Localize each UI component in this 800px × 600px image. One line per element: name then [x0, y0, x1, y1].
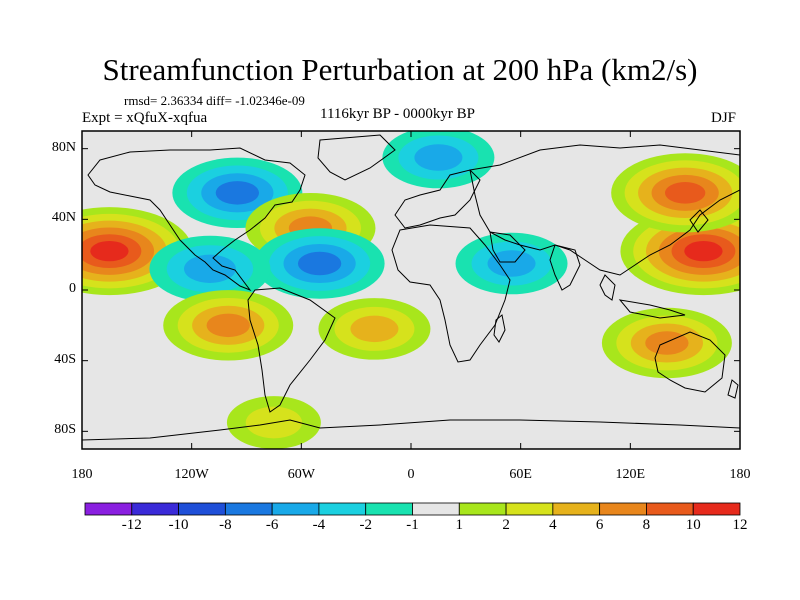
contour-level — [90, 240, 129, 262]
lon-label: 60W — [287, 467, 315, 482]
period-label: 1116kyr BP - 0000kyr BP — [320, 106, 476, 122]
colorbar-label: 4 — [549, 517, 557, 533]
colorbar-label: -2 — [359, 517, 372, 533]
anomaly-e-asia-high — [611, 153, 740, 233]
experiment-label: Expt = xQfuX-xqfua — [82, 110, 208, 126]
contour-level — [184, 254, 236, 283]
contour-level — [664, 182, 706, 204]
lat-label: 40S — [54, 351, 76, 367]
contour-level — [414, 144, 463, 171]
coast-arabia — [489, 231, 526, 263]
stats-text: rmsd= 2.36334 diff= -1.02346e-09 — [124, 93, 305, 108]
colorbar-swatch — [458, 502, 507, 516]
colorbar-swatch — [224, 502, 273, 516]
anomaly-field — [82, 131, 740, 449]
lon-tick-marks — [81, 131, 741, 449]
season-label: DJF — [711, 110, 737, 126]
anomaly-c-pacific-low — [149, 235, 271, 302]
colorbar-swatch — [365, 502, 413, 516]
anomaly-w-pacific-high — [620, 207, 740, 296]
colorbar-label: -4 — [312, 517, 326, 533]
lon-label: 0 — [407, 467, 415, 482]
lon-label: 60E — [509, 467, 532, 482]
colorbar-label: -6 — [265, 517, 279, 533]
colorbar — [84, 502, 741, 516]
lon-label: 180 — [71, 467, 93, 482]
contour-level — [215, 181, 260, 205]
colorbar-swatch — [412, 502, 460, 516]
colorbar-label: 1 — [455, 517, 464, 533]
coast-new-zealand — [727, 379, 739, 399]
plot-title: Streamfunction Perturbation at 200 hPa (… — [102, 52, 698, 87]
coast-australia — [654, 331, 726, 393]
colorbar-label: -1 — [406, 517, 419, 533]
anomaly-arctic-low — [382, 131, 495, 189]
colorbar-swatch — [178, 502, 226, 516]
colorbar-label: 10 — [685, 517, 701, 533]
colorbar-swatch — [692, 502, 741, 516]
lon-label: 120W — [174, 467, 209, 482]
colorbar-swatch — [599, 502, 647, 516]
colorbar-swatch — [505, 502, 554, 516]
lon-label: 120E — [615, 467, 646, 482]
lon-label: 180 — [729, 467, 751, 482]
anomaly-n-america-low — [172, 157, 303, 229]
coastlines — [82, 134, 740, 441]
lat-label: 80N — [51, 139, 76, 155]
lat-label: 40N — [51, 210, 76, 226]
coast-japan — [689, 209, 709, 233]
coast-madagascar — [493, 314, 506, 343]
anomaly-se-pacific-high — [163, 290, 294, 361]
coast-africa — [391, 224, 511, 363]
anomaly-n-pacific-high — [82, 207, 193, 296]
coast-india — [549, 244, 581, 291]
coast-southeast-asia — [599, 274, 686, 319]
contour-level — [684, 240, 723, 262]
colorbar-label: 6 — [595, 517, 604, 533]
colorbar-label: 12 — [732, 517, 748, 533]
contour-level — [350, 315, 399, 343]
colorbar-swatch — [131, 502, 179, 516]
anomaly-indian-ocean-low — [455, 232, 568, 295]
colorbar-label: -10 — [168, 517, 189, 533]
colorbar-label: -12 — [121, 517, 142, 533]
lat-label: 0 — [69, 281, 76, 296]
lat-label: 80S — [54, 422, 76, 438]
colorbar-swatch — [552, 502, 601, 516]
coast-north-america — [87, 147, 306, 292]
coast-asia — [469, 144, 740, 276]
contour-fills — [82, 131, 740, 449]
colorbar-swatch — [646, 502, 694, 516]
coast-south-america — [247, 287, 336, 413]
coast-antarctica — [82, 419, 740, 441]
contour-level — [297, 251, 342, 276]
anomaly-s-atlantic-high — [318, 298, 431, 360]
contour-level — [487, 250, 536, 277]
contour-level — [645, 331, 689, 355]
coast-greenland — [317, 134, 396, 181]
anomaly-tropical-atlantic-low — [254, 228, 385, 299]
lat-tick-marks — [82, 148, 740, 432]
colorbar-swatch — [84, 502, 133, 516]
colorbar-swatch — [318, 502, 367, 516]
coast-europe — [394, 169, 481, 229]
contour-level — [206, 313, 250, 338]
colorbar-label: 2 — [502, 517, 510, 533]
colorbar-swatch — [271, 502, 320, 516]
colorbar-label: -8 — [219, 517, 232, 533]
colorbar-label: 8 — [642, 517, 651, 533]
